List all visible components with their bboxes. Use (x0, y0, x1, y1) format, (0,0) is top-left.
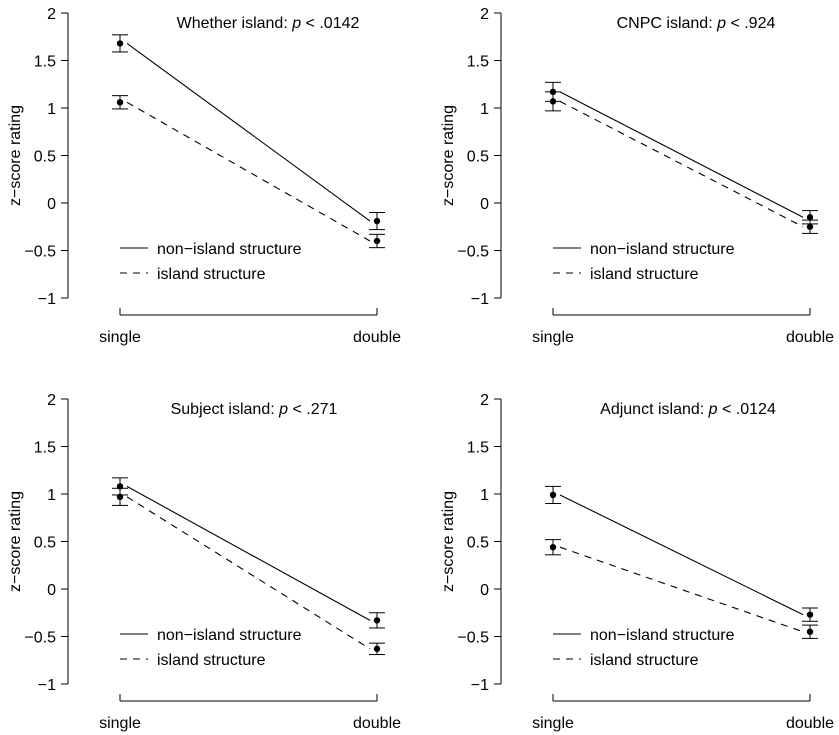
data-point (373, 617, 381, 624)
y-tick-label: −1 (471, 291, 489, 308)
y-tick-label: −1 (471, 677, 489, 694)
legend-label: non−island structure (157, 627, 302, 644)
y-tick-label: 1 (47, 487, 56, 504)
y-tick-label: 1.5 (467, 54, 489, 71)
y-tick-label: 1.5 (34, 440, 56, 457)
x-tick-label: single (99, 715, 141, 732)
legend-label: island structure (590, 266, 699, 283)
x-tick-label: double (786, 329, 834, 346)
y-tick-label: 0.5 (34, 149, 56, 166)
series-line-2 (559, 546, 804, 633)
y-axis-title: z−score rating (440, 491, 457, 592)
data-point (549, 491, 557, 499)
x-tick-label: single (532, 715, 574, 732)
legend-label: non−island structure (157, 241, 302, 258)
x-tick-label: double (786, 715, 834, 732)
y-tick-label: −0.5 (457, 244, 489, 261)
y-tick-label: 2 (480, 6, 489, 23)
chart-panel-1: −1 −0.5 0 0.5 1 1.5 2 z−score rating single doubl… (7, 6, 401, 346)
y-tick-label: 2 (47, 6, 56, 23)
series-line-1 (559, 494, 804, 616)
data-point (549, 544, 557, 551)
data-point (116, 99, 124, 106)
data-point (373, 237, 381, 245)
y-tick-label: −1 (38, 291, 56, 308)
y-tick-label: 0 (480, 196, 489, 213)
series-line-2 (126, 496, 371, 650)
data-point (373, 217, 381, 225)
panel-title: CNPC island: p < .924 (617, 15, 776, 32)
y-tick-label: −1 (38, 677, 56, 694)
data-point (806, 223, 814, 230)
panel-title: Adjunct island: p < .0124 (600, 401, 776, 418)
series-line-2 (126, 101, 371, 242)
y-axis-title: z−score rating (440, 105, 457, 206)
y-tick-label: 1.5 (34, 54, 56, 71)
y-tick-label: 0.5 (467, 535, 489, 552)
y-tick-label: 0.5 (34, 535, 56, 552)
data-point (806, 214, 814, 221)
y-tick-label: 0 (480, 582, 489, 599)
y-axis-title: z−score rating (7, 491, 24, 592)
chart-panel-4: −1 −0.5 0 0.5 1 1.5 2 z−score rating single doubl… (440, 392, 834, 732)
series-line-2 (559, 100, 804, 228)
y-tick-label: −0.5 (24, 244, 56, 261)
series-line-1 (126, 42, 371, 222)
y-tick-label: 0.5 (467, 149, 489, 166)
y-tick-label: 2 (47, 392, 56, 409)
data-point (806, 611, 814, 618)
x-tick-label: double (353, 329, 401, 346)
y-tick-label: 1 (47, 101, 56, 118)
y-tick-label: −0.5 (24, 630, 56, 647)
legend-label: island structure (157, 266, 266, 283)
y-tick-label: 0 (47, 582, 56, 599)
panel-title: Whether island: p < .0142 (177, 15, 360, 32)
chart-panel-3: −1 −0.5 0 0.5 1 1.5 2 z−score rating single doubl… (7, 392, 401, 732)
panel-title: Subject island: p < .271 (171, 401, 338, 418)
x-tick-label: single (532, 329, 574, 346)
y-tick-label: 1 (480, 101, 489, 118)
y-tick-label: 1 (480, 487, 489, 504)
x-tick-label: single (99, 329, 141, 346)
series-line-1 (126, 485, 371, 621)
data-point (116, 40, 124, 47)
y-tick-label: 0 (47, 196, 56, 213)
data-point (549, 98, 557, 105)
y-tick-label: 1.5 (467, 440, 489, 457)
legend-label: non−island structure (590, 241, 735, 258)
legend-label: island structure (590, 652, 699, 669)
data-point (373, 645, 381, 653)
legend-label: island structure (157, 652, 266, 669)
chart-panel-2: −1 −0.5 0 0.5 1 1.5 2 z−score rating single doubl… (440, 6, 834, 346)
legend-label: non−island structure (590, 627, 735, 644)
series-line-1 (559, 91, 804, 218)
y-tick-label: −0.5 (457, 630, 489, 647)
y-axis-title: z−score rating (7, 105, 24, 206)
y-tick-label: 2 (480, 392, 489, 409)
data-point (806, 628, 814, 635)
x-tick-label: double (353, 715, 401, 732)
data-point (116, 493, 124, 501)
